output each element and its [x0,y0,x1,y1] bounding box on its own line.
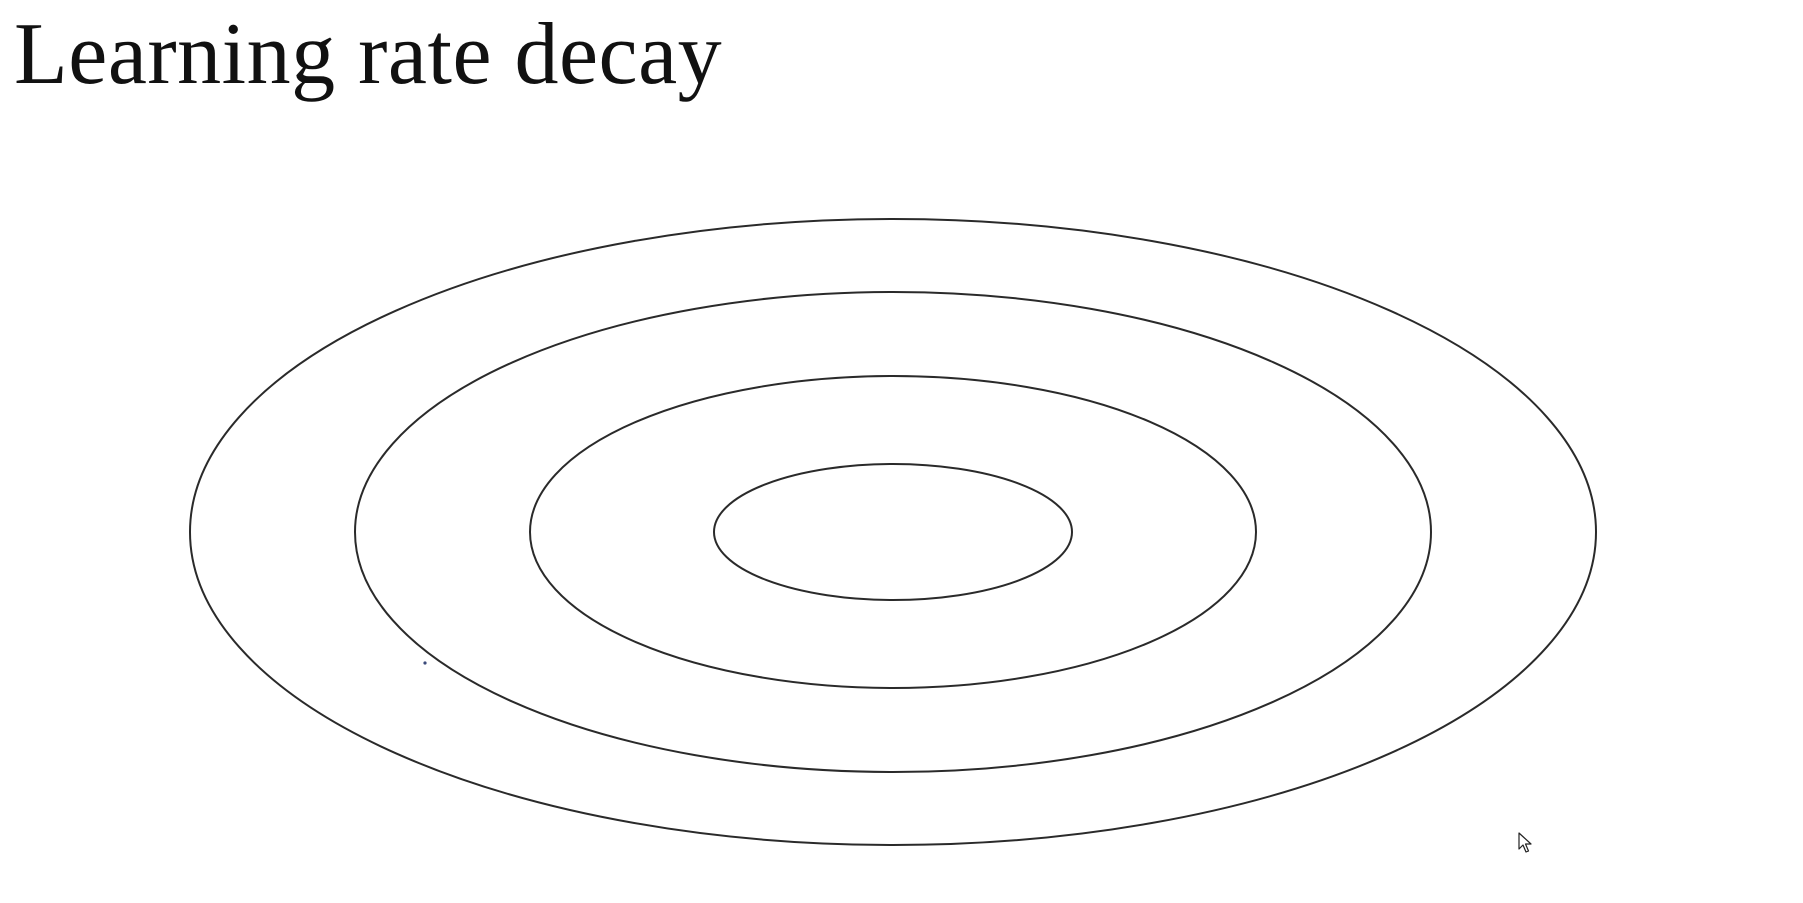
mouse-pointer-icon [1518,832,1532,853]
contour-inner [713,463,1073,601]
slide-title: Learning rate decay [14,6,723,103]
contour-outer [189,218,1597,846]
contour-third [354,291,1432,773]
start-point-dot [423,661,427,665]
contour-second [529,375,1257,689]
